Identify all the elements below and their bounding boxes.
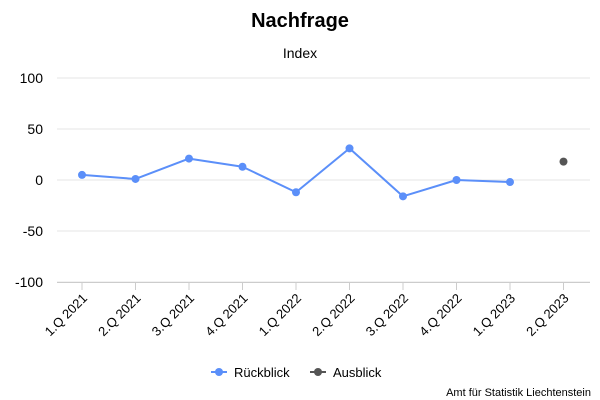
chart-title: Nachfrage — [251, 10, 349, 32]
x-tick-label: 2.Q 2023 — [523, 291, 571, 339]
legend-label: Rückblick — [234, 365, 290, 380]
chart-subtitle: Index — [283, 45, 317, 61]
data-point[interactable] — [238, 162, 247, 171]
x-tick-label: 3.Q 2021 — [149, 291, 197, 339]
legend-item-rueckblick[interactable]: Rückblick — [211, 365, 290, 380]
source-credit: Amt für Statistik Liechtenstein — [446, 387, 591, 399]
data-point[interactable] — [185, 154, 193, 163]
x-tick-label: 1.Q 2021 — [42, 291, 90, 339]
gridlines — [57, 77, 590, 283]
data-point[interactable] — [292, 188, 300, 197]
legend-marker-icon — [215, 368, 223, 376]
data-point[interactable] — [506, 178, 514, 187]
x-tick-label: 1.Q 2023 — [470, 291, 518, 339]
y-tick-label: 50 — [27, 121, 43, 137]
series-layer — [78, 144, 568, 201]
legend-label: Ausblick — [333, 365, 382, 380]
x-tick-label: 1.Q 2022 — [256, 291, 304, 339]
x-tick-label: 2.Q 2021 — [95, 291, 143, 339]
y-tick-label: -100 — [15, 274, 43, 290]
data-point[interactable] — [131, 174, 140, 183]
y-tick-label: 100 — [20, 70, 44, 86]
data-point[interactable] — [452, 176, 461, 184]
legend[interactable]: Rückblick Ausblick — [211, 365, 382, 380]
x-axis: 1.Q 2021 2.Q 2021 3.Q 2021 4.Q 2021 1.Q 2022… — [42, 282, 572, 339]
y-tick-label: -50 — [23, 223, 43, 239]
x-tick-label: 3.Q 2022 — [363, 291, 411, 339]
y-axis: 100 50 0 -50 -100 — [15, 70, 43, 290]
data-point[interactable] — [345, 144, 354, 153]
x-tick-label: 4.Q 2021 — [202, 291, 250, 339]
x-tick-label: 4.Q 2022 — [416, 291, 464, 339]
x-tick-label: 2.Q 2022 — [309, 291, 357, 339]
data-point[interactable] — [559, 157, 568, 166]
data-point[interactable] — [399, 192, 407, 201]
y-tick-label: 0 — [35, 172, 43, 188]
legend-item-ausblick[interactable]: Ausblick — [310, 365, 382, 380]
data-point[interactable] — [78, 170, 86, 179]
legend-marker-icon — [314, 368, 322, 376]
